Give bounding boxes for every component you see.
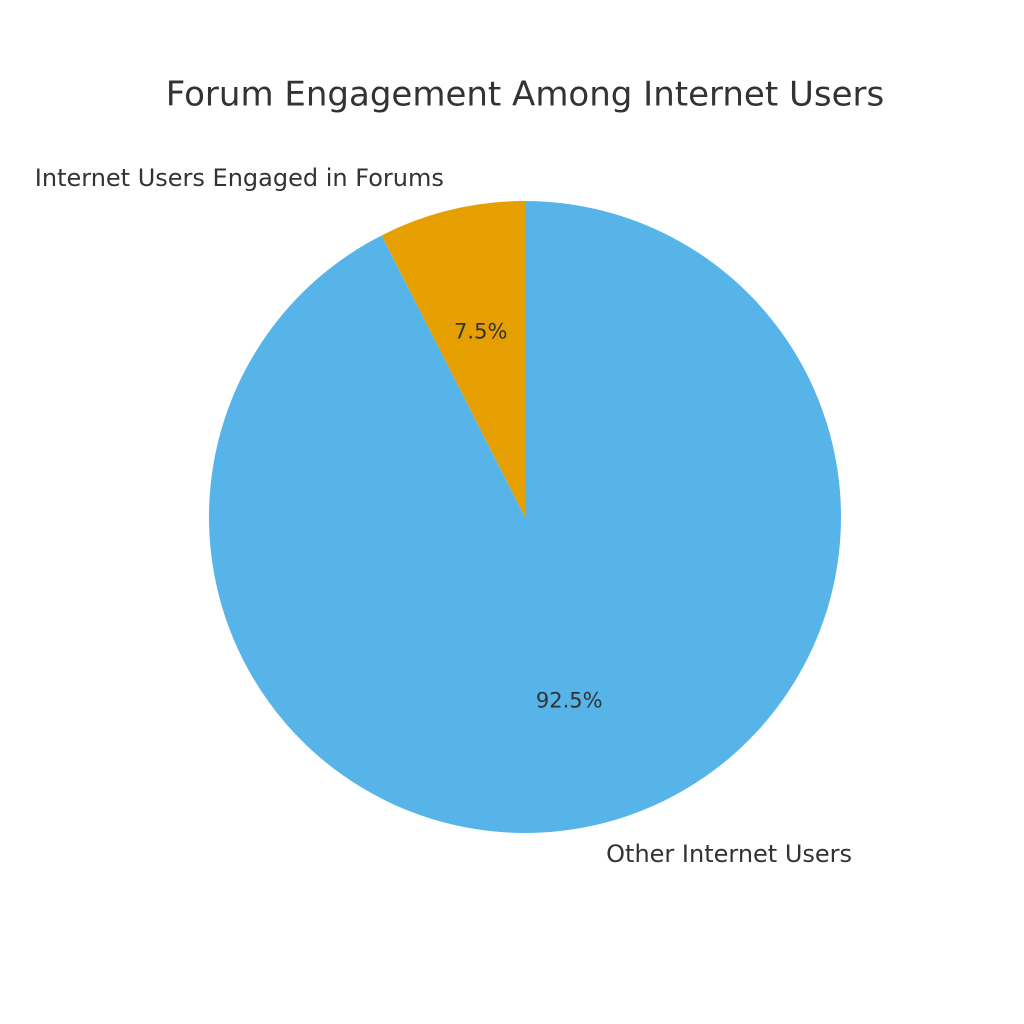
percent-label: 92.5% xyxy=(536,688,603,712)
slice-label: Other Internet Users xyxy=(606,840,852,868)
pie-slice xyxy=(381,201,525,517)
slice-label: Internet Users Engaged in Forums xyxy=(35,164,444,192)
chart-title: Forum Engagement Among Internet Users xyxy=(166,75,884,115)
percent-label: 7.5% xyxy=(454,320,507,344)
pie-slice xyxy=(208,201,841,834)
